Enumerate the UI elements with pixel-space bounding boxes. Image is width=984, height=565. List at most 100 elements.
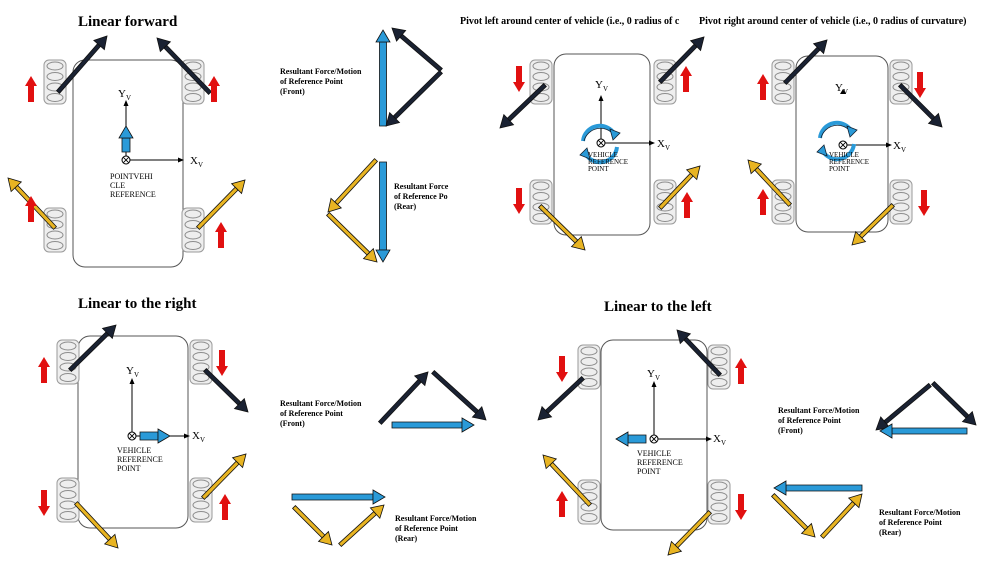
direction-arrow-rr-pivot-right xyxy=(918,190,930,216)
direction-arrow-rr-left xyxy=(735,494,747,520)
note-right-rear: Resultant Force/Motion of Reference Point… xyxy=(395,514,477,543)
rotation-head-top-pivot-right xyxy=(846,125,858,138)
y-axis-head-pivot-right xyxy=(840,89,846,94)
direction-arrow-fl-pivot-left xyxy=(513,66,525,92)
y-axis-head-pivot-left xyxy=(598,95,604,101)
rotation-head-bottom-pivot-left xyxy=(579,147,591,160)
vehicle-body-left xyxy=(600,339,708,531)
resultant-right-front-horizontal xyxy=(391,417,475,433)
force-arrow-fr-right xyxy=(203,368,249,413)
title-linear-right: Linear to the right xyxy=(78,296,197,312)
ref-label-pivot-left: VEHICLE REFERENCE POINT xyxy=(588,151,629,173)
axis-label-y-right: YV xyxy=(126,365,140,380)
y-axis-head-forward xyxy=(123,100,129,106)
title-linear-left: Linear to the left xyxy=(604,299,712,315)
direction-arrow-rl-pivot-left xyxy=(513,188,525,214)
axis-label-y-left: YV xyxy=(647,368,661,383)
x-axis-head-pivot-left xyxy=(649,140,655,146)
wheel-fr-left xyxy=(707,344,731,390)
ref-label-right: VEHICLE REFERENCE POINT xyxy=(117,446,163,473)
resultant-left-front-right xyxy=(931,381,977,426)
force-arrow-fr-pivot-left xyxy=(658,36,705,84)
resultant-left-rear-horizontal xyxy=(773,480,863,496)
resultant-left-rear-right xyxy=(819,493,863,539)
direction-arrow-fr-left xyxy=(735,358,747,384)
force-arrow-rr-forward xyxy=(196,179,246,230)
force-arrow-fl-left xyxy=(537,375,585,421)
note-left-front: Resultant Force/Motion of Reference Point… xyxy=(778,406,860,435)
axis-label-x-forward: XV xyxy=(190,155,204,170)
force-arrow-rr-right xyxy=(201,453,247,500)
reference-point-cross-b-right xyxy=(128,432,136,440)
direction-arrow-fr-pivot-left xyxy=(680,66,692,92)
reference-point-cross-b-pivot-right xyxy=(839,141,847,149)
force-arrow-rl-pivot-left xyxy=(538,204,586,251)
y-axis-head-left xyxy=(651,381,657,387)
resultant-rear-top xyxy=(327,158,379,213)
vehicle-body-right xyxy=(77,335,189,529)
reference-point-cross-b-left xyxy=(650,435,658,443)
direction-arrow-fl-pivot-right xyxy=(757,74,769,100)
x-axis-head-right xyxy=(184,433,190,439)
resultant-arrow-left xyxy=(615,431,647,447)
x-axis-head-forward xyxy=(178,157,184,163)
resultant-rear-bottom xyxy=(326,212,378,263)
ref-label-pivot-right: VEHICLE REFERENCE POINT xyxy=(829,151,870,173)
force-arrow-fr-pivot-right xyxy=(898,83,943,128)
resultant-rear-vertical xyxy=(375,161,391,263)
reference-point-cross-b-pivot-left xyxy=(597,139,605,147)
title-pivot-right: Pivot right around center of vehicle (i.… xyxy=(699,16,967,27)
note-left-rear: Resultant Force/Motion of Reference Point… xyxy=(879,508,961,537)
axis-label-y-pivot-right: YV xyxy=(835,82,849,97)
title-pivot-left: Pivot left around center of vehicle (i.e… xyxy=(460,16,680,27)
force-arrow-rr-left xyxy=(667,510,712,556)
resultant-right-rear-left xyxy=(292,505,333,546)
ref-label-left: VEHICLE REFERENCE POINT xyxy=(637,449,683,476)
wheel-fr-pivot-right xyxy=(889,59,913,105)
x-axis-head-pivot-right xyxy=(886,142,892,148)
vehicle-body-forward xyxy=(72,59,184,268)
resultant-front-vertical xyxy=(375,29,391,127)
note-forward-front: Resultant Force/Motion of Reference Point… xyxy=(280,67,362,96)
direction-arrow-fr-right xyxy=(216,350,228,376)
wheel-rr-pivot-right xyxy=(889,179,913,225)
force-arrow-fl-pivot-right xyxy=(783,39,828,85)
wheel-rl-forward xyxy=(43,207,67,253)
force-arrow-fr-forward xyxy=(156,37,213,95)
resultant-left-front-left xyxy=(875,382,932,431)
wheel-fl-pivot-right xyxy=(771,59,795,105)
wheel-fl-right xyxy=(56,339,80,385)
resultant-front-bottom xyxy=(385,70,443,127)
axis-label-x-left: XV xyxy=(713,433,727,448)
resultant-right-rear-horizontal xyxy=(291,489,386,505)
resultant-right-front-up xyxy=(377,371,429,425)
axis-label-x-pivot-left: XV xyxy=(657,138,671,153)
force-arrow-rl-left xyxy=(542,454,593,507)
resultant-arrow-right xyxy=(139,428,171,444)
force-arrow-fl-forward xyxy=(55,35,108,94)
rotation-head-bottom-pivot-right xyxy=(816,144,828,157)
force-arrow-fl-pivot-left xyxy=(499,82,547,129)
resultant-right-rear-right xyxy=(338,504,385,548)
force-arrow-rr-pivot-right xyxy=(851,203,895,246)
wheel-rl-right xyxy=(56,477,80,523)
wheel-rr-left xyxy=(707,479,731,525)
resultant-front-top xyxy=(391,27,443,73)
direction-arrow-fl-right xyxy=(38,357,50,383)
reference-point-cross-b-forward xyxy=(122,156,130,164)
y-axis-head-right xyxy=(129,378,135,384)
wheel-rr-right xyxy=(189,477,213,523)
axis-label-y-pivot-left: YV xyxy=(595,79,609,94)
force-arrow-fl-right xyxy=(68,324,117,372)
resultant-right-front-down xyxy=(431,369,487,421)
rotation-head-top-pivot-left xyxy=(609,128,621,141)
axis-label-x-right: XV xyxy=(192,430,206,445)
direction-arrow-rl-right xyxy=(38,490,50,516)
direction-arrow-rr-pivot-left xyxy=(681,192,693,218)
axis-label-y-forward: YV xyxy=(118,88,132,103)
force-arrow-rl-right xyxy=(73,501,119,549)
title-linear-forward: Linear forward xyxy=(78,14,178,30)
direction-arrow-fl-forward xyxy=(25,76,37,102)
direction-arrow-rr-right xyxy=(219,494,231,520)
